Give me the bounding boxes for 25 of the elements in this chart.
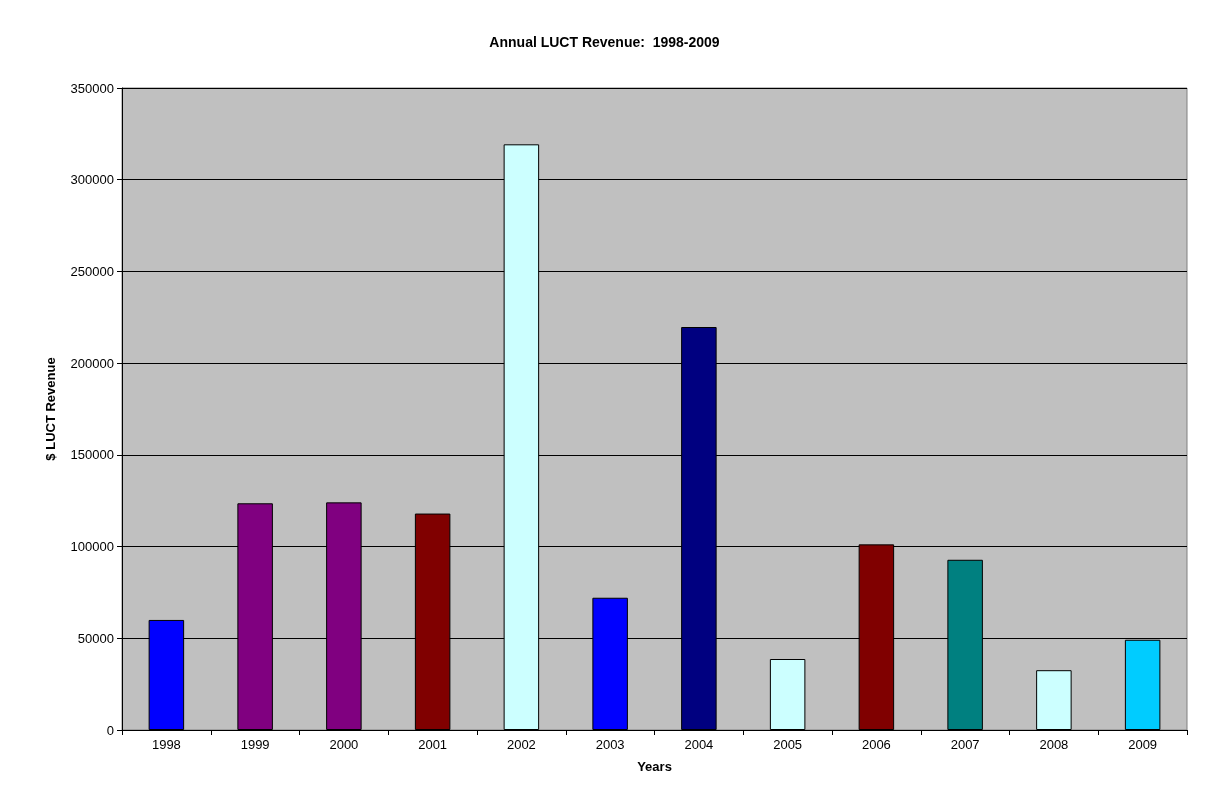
- x-tick-label: 2005: [773, 737, 803, 752]
- x-tick-label: 2000: [329, 737, 359, 752]
- x-tick-label: 1999: [240, 737, 270, 752]
- x-tick-label: 2007: [950, 737, 980, 752]
- y-tick-label: 150000: [70, 447, 114, 463]
- chart-title: Annual LUCT Revenue: 1998-2009: [489, 34, 720, 50]
- y-tick-label: 100000: [70, 539, 114, 555]
- bar: [769, 659, 806, 730]
- x-tick-label: 1998: [151, 737, 181, 752]
- bar: [1036, 670, 1072, 730]
- y-tick-label: 0: [106, 722, 114, 738]
- y-tick-label: 350000: [70, 80, 114, 96]
- y-tick-label: 250000: [70, 263, 114, 279]
- y-tick-label: 300000: [70, 172, 114, 188]
- x-tick-label: 2003: [595, 737, 625, 752]
- x-tick-label: 2009: [1128, 737, 1158, 752]
- x-tick-label: 2002: [506, 737, 536, 752]
- x-tick-label: 2001: [418, 737, 448, 752]
- x-tick-label: 2004: [684, 737, 714, 752]
- x-tick-label: 2006: [861, 737, 891, 752]
- x-tick-label: 2008: [1039, 737, 1069, 752]
- x-axis-title: Years: [637, 759, 672, 774]
- y-tick-label: 50000: [77, 630, 114, 646]
- y-axis-title: $ LUCT Revenue: [43, 357, 58, 461]
- y-tick-label: 200000: [70, 355, 114, 371]
